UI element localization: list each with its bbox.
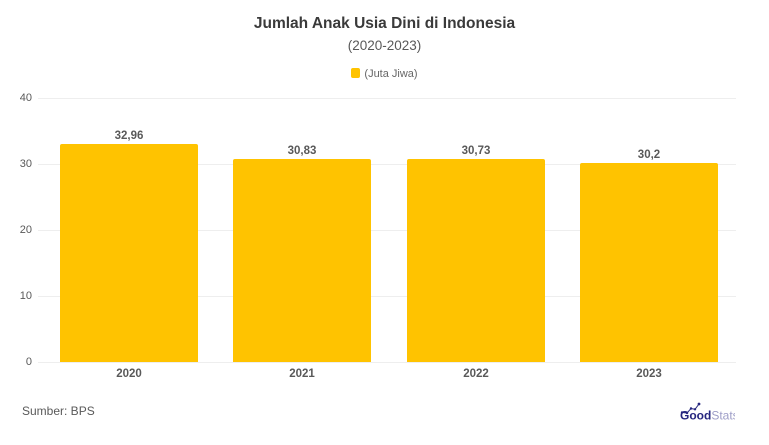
svg-text:GoodStats: GoodStats xyxy=(680,409,735,422)
